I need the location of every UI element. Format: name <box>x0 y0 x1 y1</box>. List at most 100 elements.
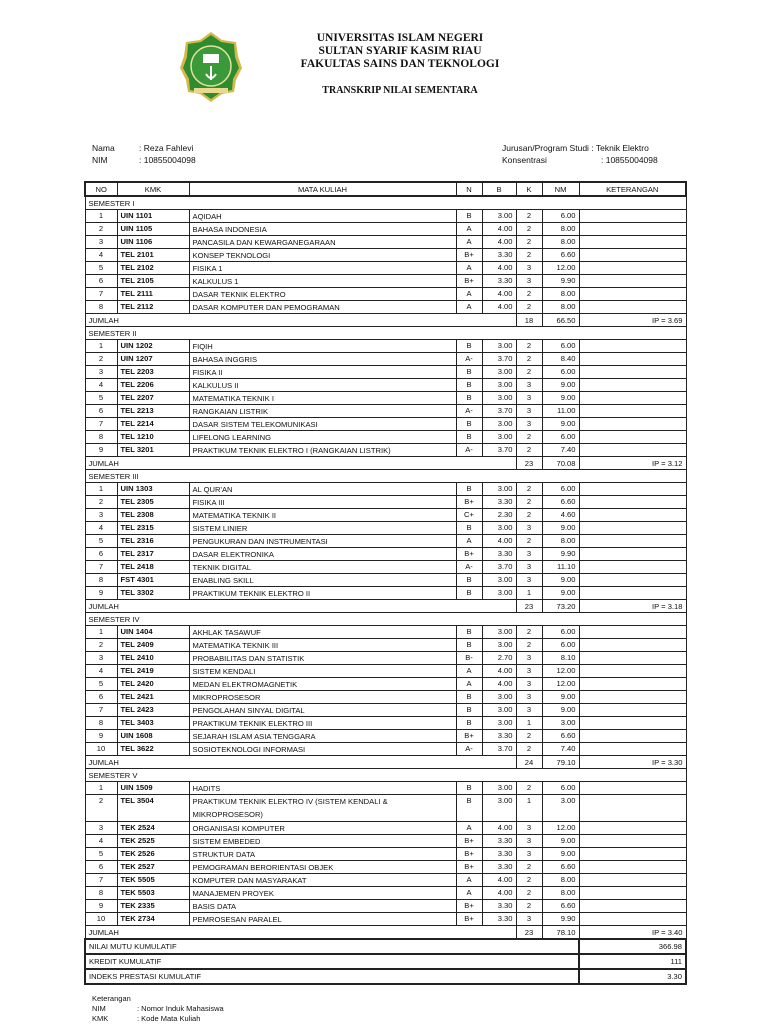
row-grade: B <box>455 482 483 496</box>
row-kmk: TEL 3302 <box>116 586 190 600</box>
row-course: SISTEM KENDALI <box>188 664 457 678</box>
row-points: 7.40 <box>541 443 580 457</box>
row-grade: B+ <box>455 729 483 743</box>
row-credits: 3 <box>515 378 543 392</box>
row-points: 9.90 <box>541 912 580 926</box>
row-course: SISTEM LINIER <box>188 521 457 535</box>
total-points: 73.20 <box>541 599 580 613</box>
row-notes <box>578 391 687 405</box>
semester-header: SEMESTER III <box>84 469 687 483</box>
row-notes <box>578 573 687 587</box>
row-weight: 3.00 <box>481 521 517 535</box>
total-credits: 23 <box>515 925 543 940</box>
row-points: 3.00 <box>541 716 580 730</box>
row-kmk: TEL 2409 <box>116 638 190 652</box>
row-kmk: UIN 1608 <box>116 729 190 743</box>
table-row: 6 TEL 2421 MIKROPROSESOR B 3.00 3 9.00 <box>84 690 687 704</box>
row-points: 6.00 <box>541 638 580 652</box>
jurusan-label: Jurusan/Program Studi <box>502 143 589 153</box>
row-no: 9 <box>84 899 118 913</box>
nama-label: Nama <box>92 143 115 153</box>
semester-total: JUMLAH 23 70.08 IP = 3.12 <box>84 456 687 470</box>
table-row: 3 TEK 2524 ORGANISASI KOMPUTER A 4.00 3 12.00 <box>84 821 687 835</box>
row-course: SOSIOTEKNOLOGI INFORMASI <box>188 742 457 756</box>
row-points: 11.10 <box>541 560 580 574</box>
row-no: 5 <box>84 391 118 405</box>
table-row: 9 UIN 1608 SEJARAH ISLAM ASIA TENGGARA B+ 3.… <box>84 729 687 743</box>
row-kmk: FST 4301 <box>116 573 190 587</box>
row-kmk: UIN 1303 <box>116 482 190 496</box>
row-kmk: TEK 2527 <box>116 860 190 874</box>
table-row: 8 TEL 2112 DASAR KOMPUTER DAN PEMOGRAMAN A 4… <box>84 300 687 314</box>
row-course: FIQIH <box>188 339 457 353</box>
row-grade: B+ <box>455 860 483 874</box>
nim-label: NIM <box>92 155 108 165</box>
row-course: KONSEP TEKNOLOGI <box>188 248 457 262</box>
row-kmk: TEL 2214 <box>116 417 190 431</box>
semester-ip: IP = 3.12 <box>578 456 687 470</box>
row-points: 12.00 <box>541 677 580 691</box>
row-kmk: TEL 2418 <box>116 560 190 574</box>
row-weight: 4.00 <box>481 300 517 314</box>
row-points: 6.00 <box>541 209 580 223</box>
row-weight: 3.70 <box>481 443 517 457</box>
row-notes <box>578 912 687 926</box>
column-header: B <box>481 181 517 197</box>
row-grade: A <box>455 222 483 236</box>
semester-total: JUMLAH 18 66.50 IP = 3.69 <box>84 313 687 327</box>
row-grade: A- <box>455 352 483 366</box>
jumlah-label: JUMLAH <box>84 456 517 470</box>
row-points: 6.00 <box>541 430 580 444</box>
total-credits: 18 <box>515 313 543 327</box>
row-course: SEJARAH ISLAM ASIA TENGGARA <box>188 729 457 743</box>
row-grade: B <box>455 365 483 379</box>
row-grade: B <box>455 378 483 392</box>
row-points: 7.40 <box>541 742 580 756</box>
row-points: 8.00 <box>541 287 580 301</box>
row-weight: 3.30 <box>481 547 517 561</box>
row-weight: 3.70 <box>481 404 517 418</box>
row-points: 6.60 <box>541 860 580 874</box>
row-notes <box>578 742 687 756</box>
table-row: 4 TEL 2101 KONSEP TEKNOLOGI B+ 3.30 2 6.60 <box>84 248 687 262</box>
row-notes <box>578 886 687 900</box>
row-notes <box>578 378 687 392</box>
row-credits: 2 <box>515 352 543 366</box>
row-credits: 2 <box>515 729 543 743</box>
row-credits: 2 <box>515 430 543 444</box>
row-no: 2 <box>84 638 118 652</box>
table-row: 2 TEL 2409 MATEMATIKA TEKNIK III B 3.00 2 6.00 <box>84 638 687 652</box>
row-weight: 3.30 <box>481 274 517 288</box>
row-no: 1 <box>84 209 118 223</box>
document-title: TRANSKRIP NILAI SEMENTARA <box>322 85 478 96</box>
row-course: AKHLAK TASAWUF <box>188 625 457 639</box>
semester-total: JUMLAH 23 73.20 IP = 3.18 <box>84 599 687 613</box>
semester-label: SEMESTER IV <box>84 612 687 626</box>
summary-label: INDEKS PRESTASI KUMULATIF <box>84 968 580 985</box>
row-course: ENABLING SKILL <box>188 573 457 587</box>
table-row: 9 TEK 2335 BASIS DATA B+ 3.30 2 6.60 <box>84 899 687 913</box>
row-no: 6 <box>84 860 118 874</box>
summary-label: NILAI MUTU KUMULATIF <box>84 938 580 955</box>
row-kmk: UIN 1207 <box>116 352 190 366</box>
row-grade: B- <box>455 651 483 665</box>
row-grade: A- <box>455 742 483 756</box>
note-item: NIM: Nomor Induk Mahasiswa <box>92 1004 224 1014</box>
row-kmk: TEL 2101 <box>116 248 190 262</box>
row-grade: B <box>455 625 483 639</box>
row-kmk: TEL 3622 <box>116 742 190 756</box>
table-row: 1 UIN 1303 AL QUR'AN B 3.00 2 6.00 <box>84 482 687 496</box>
semester-ip: IP = 3.69 <box>578 313 687 327</box>
row-weight: 3.70 <box>481 560 517 574</box>
column-header: K <box>515 181 543 197</box>
row-kmk: TEL 3403 <box>116 716 190 730</box>
row-weight: 3.00 <box>481 430 517 444</box>
table-row: 7 TEL 2214 DASAR SISTEM TELEKOMUNIKASI B 3.0… <box>84 417 687 431</box>
row-notes <box>578 521 687 535</box>
row-course: PRAKTIKUM TEKNIK ELEKTRO I (RANGKAIAN LI… <box>188 443 457 457</box>
row-no: 3 <box>84 365 118 379</box>
table-row: 4 TEL 2419 SISTEM KENDALI A 4.00 3 12.00 <box>84 664 687 678</box>
row-weight: 3.00 <box>481 716 517 730</box>
row-kmk: TEL 2421 <box>116 690 190 704</box>
row-grade: B+ <box>455 912 483 926</box>
